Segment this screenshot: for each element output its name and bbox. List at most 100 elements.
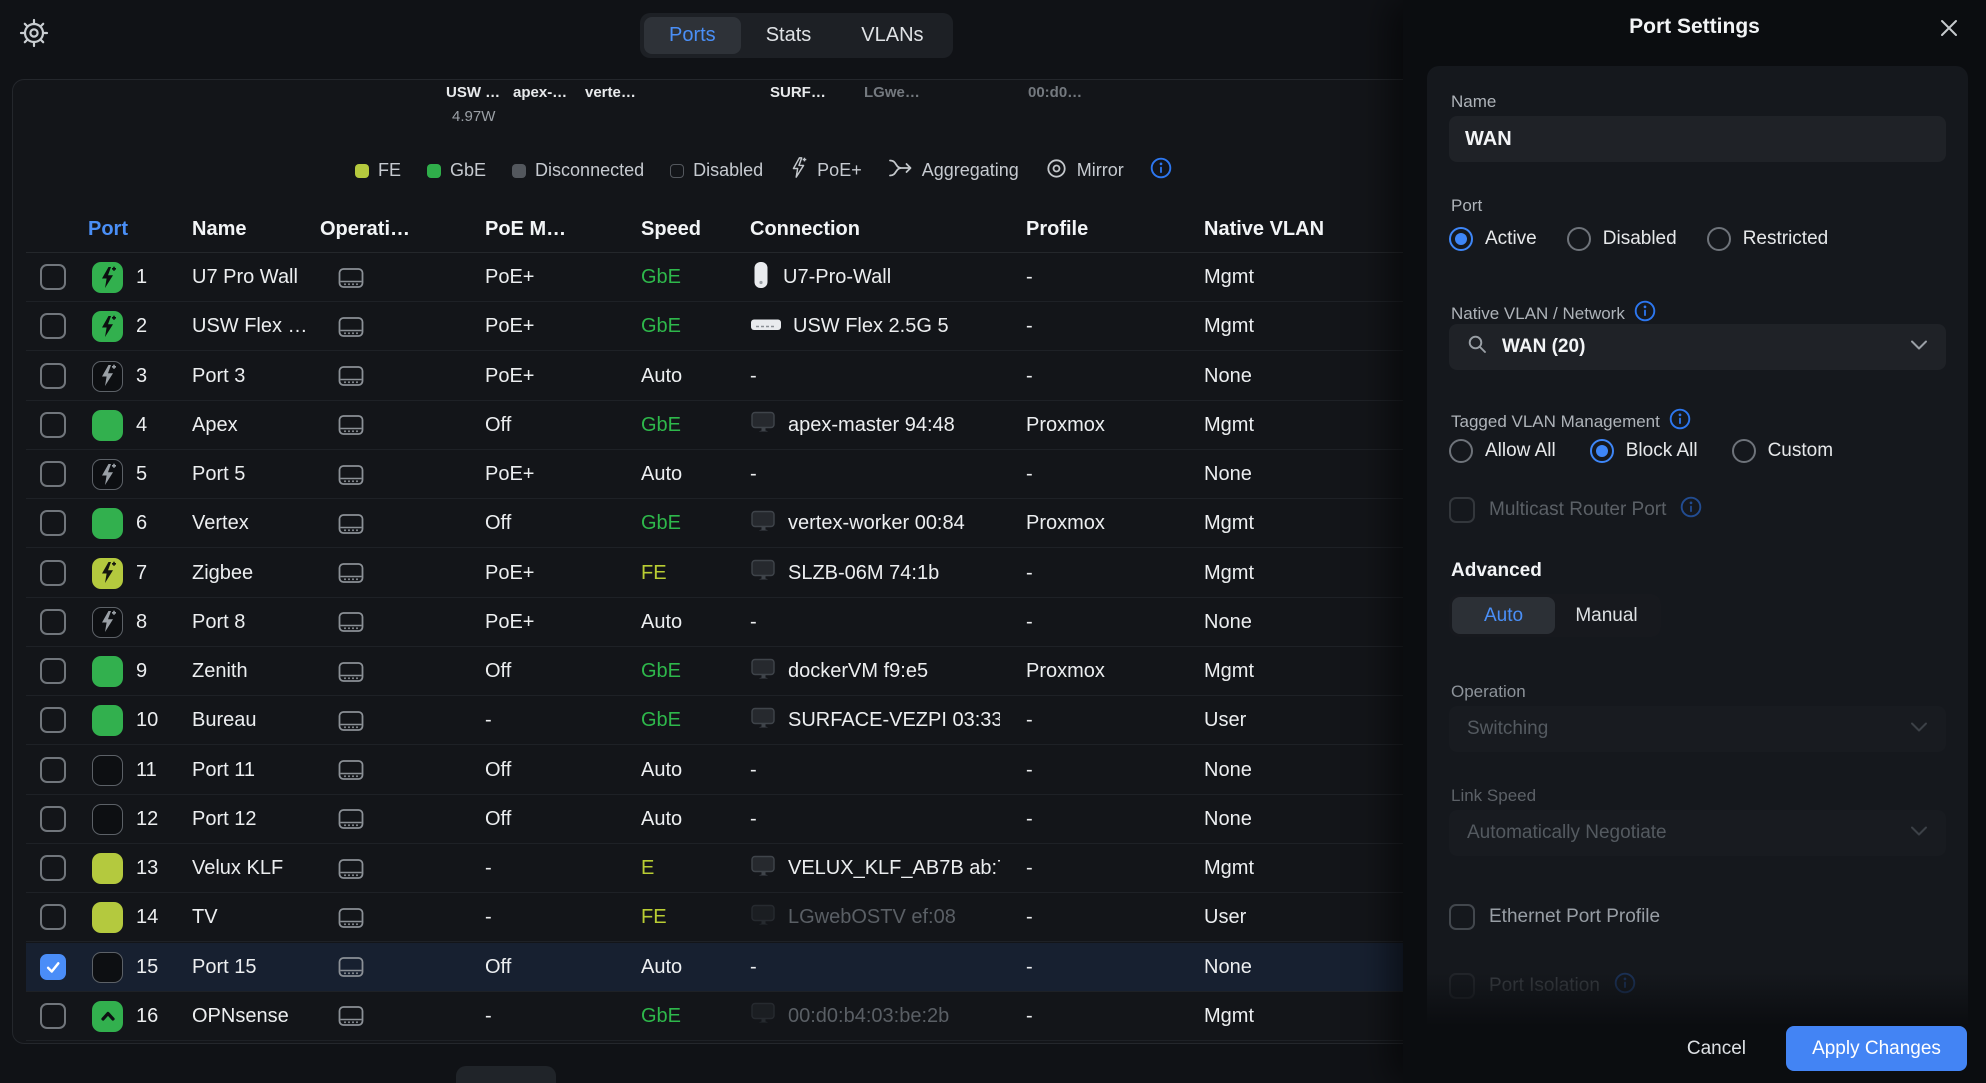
column-header-port[interactable]: Port xyxy=(88,218,128,241)
pagination-pill-cutoff[interactable] xyxy=(456,1066,556,1083)
name-input[interactable]: WAN xyxy=(1449,116,1946,162)
row-checkbox[interactable] xyxy=(40,609,66,635)
table-row[interactable]: 10Bureau-GbESURFACE-VEZPI 03:33-User xyxy=(26,696,1403,745)
port-name: Apex xyxy=(192,401,238,450)
native-vlan-value: WAN (20) xyxy=(1502,336,1896,358)
table-row[interactable]: 5Port 5PoE+Auto--None xyxy=(26,450,1403,499)
column-header-name[interactable]: Name xyxy=(192,218,246,241)
settings-gear-icon[interactable] xyxy=(17,16,51,50)
row-checkbox[interactable] xyxy=(40,855,66,881)
row-checkbox[interactable] xyxy=(40,510,66,536)
native-vlan-label: Native VLAN / Network xyxy=(1451,300,1656,327)
row-checkbox[interactable] xyxy=(40,461,66,487)
ethernet-port-profile-label: Ethernet Port Profile xyxy=(1489,906,1660,928)
row-checkbox[interactable] xyxy=(40,757,66,783)
switching-operation-icon xyxy=(337,352,365,401)
connection-cell: SLZB-06M 74:1b xyxy=(750,549,939,598)
profile: - xyxy=(1026,795,1033,844)
tab-vlans[interactable]: VLANs xyxy=(836,17,948,54)
row-checkbox[interactable] xyxy=(40,1003,66,1029)
table-row[interactable]: 1U7 Pro WallPoE+GbEU7-Pro-Wall-Mgmt xyxy=(26,253,1403,302)
poe-mode: Off xyxy=(485,746,511,795)
poe-mode: Off xyxy=(485,795,511,844)
link-speed-select[interactable]: Automatically Negotiate xyxy=(1449,810,1946,856)
port-number: 12 xyxy=(136,795,158,844)
radio-label: Block All xyxy=(1626,440,1698,462)
port-state-disabled[interactable]: Disabled xyxy=(1567,227,1677,251)
table-row[interactable]: 6VertexOffGbEvertex-worker 00:84ProxmoxM… xyxy=(26,499,1403,548)
table-row[interactable]: 4ApexOffGbEapex-master 94:48ProxmoxMgmt xyxy=(26,401,1403,450)
row-checkbox[interactable] xyxy=(40,954,66,980)
profile: - xyxy=(1026,746,1033,795)
column-header-connection[interactable]: Connection xyxy=(750,218,860,241)
table-row[interactable]: 14TV-FELGwebOSTV ef:08-User xyxy=(26,893,1403,942)
operation-value: Switching xyxy=(1467,718,1896,740)
port-state-active[interactable]: Active xyxy=(1449,227,1537,251)
column-header-operati-[interactable]: Operati… xyxy=(320,218,410,241)
row-checkbox[interactable] xyxy=(40,560,66,586)
port-settings-panel: Port Settings Name WAN Port ActiveDisabl… xyxy=(1403,0,1986,1083)
row-checkbox[interactable] xyxy=(40,264,66,290)
legend-item-gbe: GbE xyxy=(427,160,486,181)
ethernet-port-profile-checkbox[interactable]: Ethernet Port Profile xyxy=(1449,904,1660,930)
cancel-button[interactable]: Cancel xyxy=(1687,1038,1746,1060)
column-header-profile[interactable]: Profile xyxy=(1026,218,1088,241)
operation-select[interactable]: Switching xyxy=(1449,706,1946,752)
tab-ports[interactable]: Ports xyxy=(644,17,741,54)
connection-cell: 00:d0:b4:03:be:2b xyxy=(750,992,949,1041)
radio-icon xyxy=(1707,227,1731,251)
tagged-vlan-custom[interactable]: Custom xyxy=(1732,439,1833,463)
connection-name: - xyxy=(750,956,757,979)
close-icon[interactable] xyxy=(1938,17,1960,39)
apply-changes-button[interactable]: Apply Changes xyxy=(1786,1026,1967,1071)
tagged-vlan-allow-all[interactable]: Allow All xyxy=(1449,439,1556,463)
operation-label: Operation xyxy=(1451,682,1526,702)
port-status-icon-poe-yellow xyxy=(92,558,123,589)
mode-tab-manual[interactable]: Manual xyxy=(1555,597,1658,634)
table-row[interactable]: 16OPNsense-GbE00:d0:b4:03:be:2b-Mgmt xyxy=(26,992,1403,1041)
multicast-router-port-checkbox[interactable]: Multicast Router Port xyxy=(1449,496,1702,524)
profile: - xyxy=(1026,549,1033,598)
column-header-poe-m-[interactable]: PoE M… xyxy=(485,218,566,241)
row-checkbox[interactable] xyxy=(40,313,66,339)
port-number: 15 xyxy=(136,943,158,992)
row-checkbox[interactable] xyxy=(40,707,66,733)
native-vlan-select[interactable]: WAN (20) xyxy=(1449,324,1946,370)
table-row[interactable]: 12Port 12OffAuto--None xyxy=(26,795,1403,844)
native-vlan: Mgmt xyxy=(1204,647,1254,696)
connection-cell: - xyxy=(750,450,757,499)
table-row[interactable]: 9ZenithOffGbEdockerVM f9:e5ProxmoxMgmt xyxy=(26,647,1403,696)
row-checkbox[interactable] xyxy=(40,904,66,930)
tagged-vlan-block-all[interactable]: Block All xyxy=(1590,439,1698,463)
port-name: Bureau xyxy=(192,696,257,745)
column-header-speed[interactable]: Speed xyxy=(641,218,701,241)
tagged-vlan-label-text: Tagged VLAN Management xyxy=(1451,412,1660,432)
info-icon[interactable] xyxy=(1150,157,1172,184)
column-header-native-vlan[interactable]: Native VLAN xyxy=(1204,218,1324,241)
table-row[interactable]: 7ZigbeePoE+FESLZB-06M 74:1b-Mgmt xyxy=(26,549,1403,598)
table-row[interactable]: 13Velux KLF-EVELUX_KLF_AB7B ab:7-Mgmt xyxy=(26,844,1403,893)
row-checkbox[interactable] xyxy=(40,412,66,438)
port-state-label: Port xyxy=(1451,196,1482,216)
info-icon[interactable] xyxy=(1669,408,1691,435)
info-icon[interactable] xyxy=(1634,300,1656,327)
mode-tab-auto[interactable]: Auto xyxy=(1452,597,1555,634)
port-number: 14 xyxy=(136,893,158,942)
chevron-down-icon xyxy=(1910,824,1928,842)
switching-operation-icon xyxy=(337,499,365,548)
row-checkbox[interactable] xyxy=(40,658,66,684)
table-row[interactable]: 8Port 8PoE+Auto--None xyxy=(26,598,1403,647)
connection-name: - xyxy=(750,365,757,388)
port-speed: FE xyxy=(641,549,667,598)
table-row[interactable]: 15Port 15OffAuto--None xyxy=(26,943,1403,992)
tab-stats[interactable]: Stats xyxy=(741,17,837,54)
table-row[interactable]: 3Port 3PoE+Auto--None xyxy=(26,352,1403,401)
row-checkbox[interactable] xyxy=(40,806,66,832)
radio-icon xyxy=(1567,227,1591,251)
table-row[interactable]: 11Port 11OffAuto--None xyxy=(26,746,1403,795)
info-icon[interactable] xyxy=(1680,496,1702,524)
table-row[interactable]: 2USW Flex …PoE+GbEUSW Flex 2.5G 5-Mgmt xyxy=(26,302,1403,351)
row-checkbox[interactable] xyxy=(40,363,66,389)
port-number: 4 xyxy=(136,401,147,450)
port-state-restricted[interactable]: Restricted xyxy=(1707,227,1829,251)
